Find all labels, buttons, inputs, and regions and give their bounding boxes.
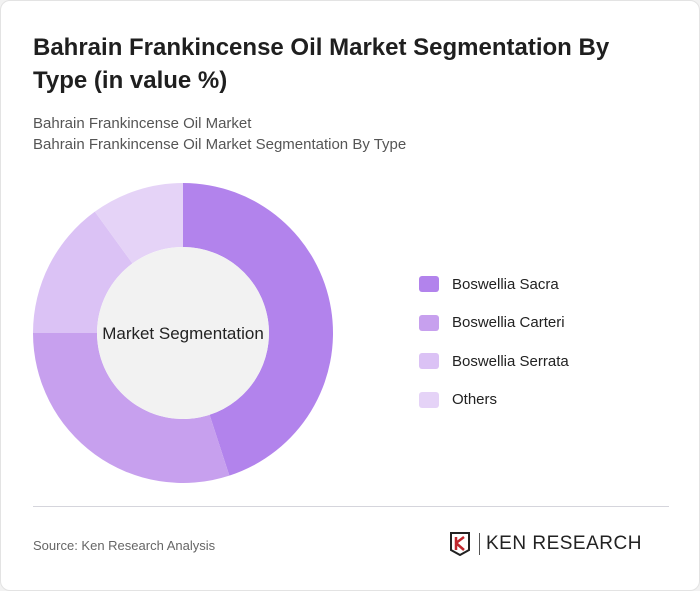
legend-item: Others <box>419 381 569 420</box>
source-note: Source: Ken Research Analysis <box>33 538 216 553</box>
ken-logo-icon <box>450 532 470 556</box>
donut-hole <box>97 247 269 419</box>
donut-slice-others <box>94 183 183 264</box>
legend-item: Boswellia Serrata <box>419 342 569 381</box>
legend-swatch <box>419 391 439 408</box>
subtitle-market: Bahrain Frankincense Oil Market <box>33 115 252 132</box>
subtitle-segmentation: Bahrain Frankincense Oil Market Segmenta… <box>33 136 407 153</box>
divider <box>33 506 669 507</box>
legend-label: Boswellia Sacra <box>452 275 559 293</box>
ken-research-logo: KEN RESEARCH <box>449 532 642 556</box>
legend-item: Boswellia Carteri <box>419 304 569 343</box>
logo-text: KEN RESEARCH <box>479 533 642 555</box>
donut-chart: Market Segmentation <box>33 183 334 483</box>
legend-swatch <box>419 314 439 331</box>
donut-slice-boswellia-serrata <box>33 211 133 333</box>
legend: Boswellia Sacra Boswellia Carteri Boswelli… <box>419 265 569 419</box>
legend-label: Others <box>452 391 498 409</box>
donut-slice-boswellia-carteri <box>33 333 230 483</box>
legend-label: Boswellia Carteri <box>452 314 565 332</box>
chart-title: Bahrain Frankincense Oil Market Segmenta… <box>33 34 610 94</box>
legend-swatch <box>419 276 439 293</box>
donut-slice-boswellia-sacra <box>183 183 334 476</box>
legend-swatch <box>419 353 439 370</box>
legend-item: Boswellia Sacra <box>419 265 569 304</box>
center-label: Market Segmentation <box>102 324 264 343</box>
legend-label: Boswellia Serrata <box>452 352 569 370</box>
